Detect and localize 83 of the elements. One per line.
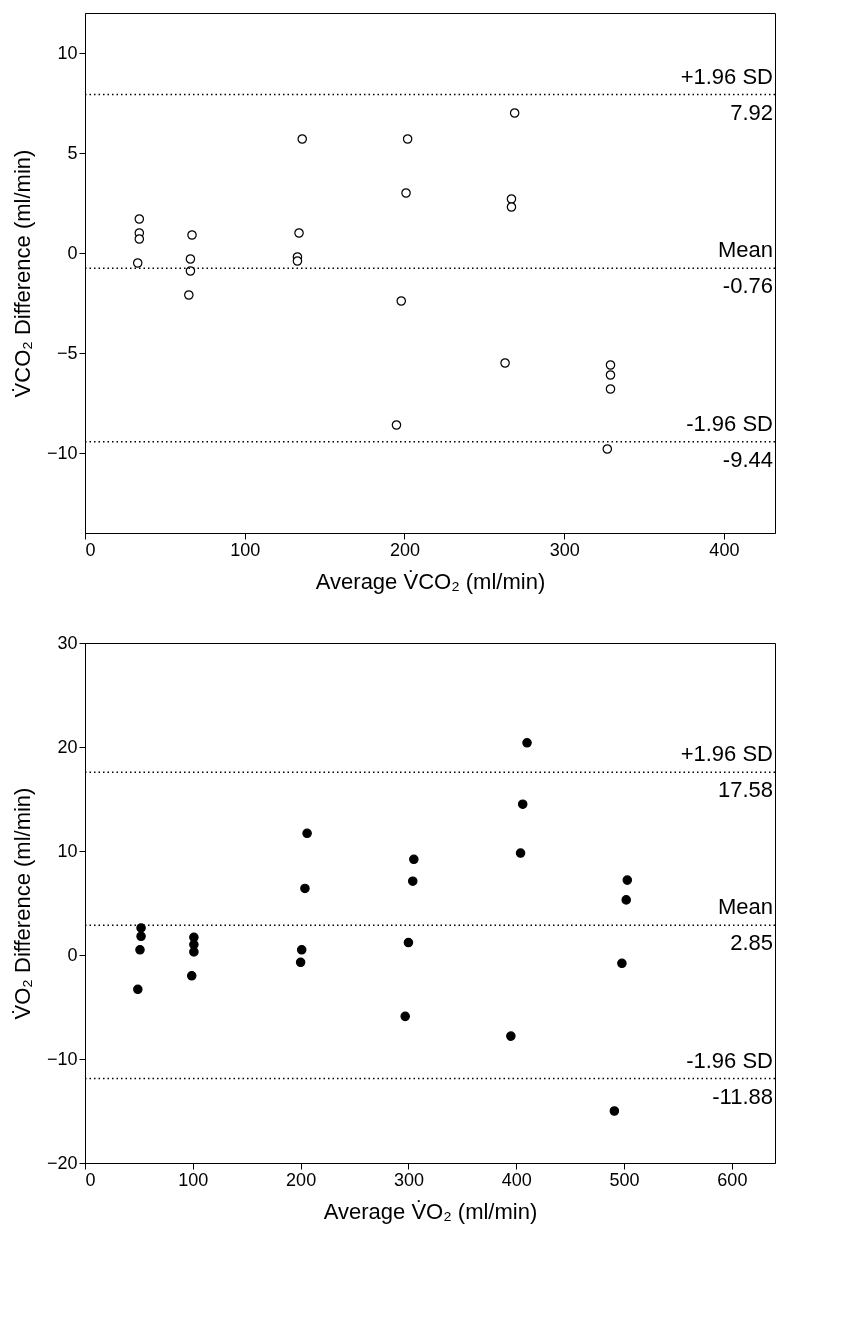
y-tick-label: −20: [46, 1152, 78, 1173]
point: [401, 188, 411, 198]
point: [185, 266, 196, 276]
ref-line-label: -1.96 SD: [686, 1047, 773, 1073]
x-tick-label: 100: [178, 1169, 209, 1190]
ref-line-label: -1.96 SD: [686, 410, 773, 436]
ref-line-label: +1.96 SD: [680, 741, 773, 767]
point: [605, 384, 616, 394]
x-tick-label: 300: [549, 539, 580, 560]
x-axis-title: Average V̇CO₂ (ml/min): [315, 568, 546, 594]
y-tick-label: 10: [57, 840, 78, 861]
y-tick-label: 0: [67, 944, 78, 965]
x-tick-label: 600: [717, 1169, 748, 1190]
annotation: 17.58: [717, 777, 773, 803]
x-tick-label: 400: [709, 539, 740, 560]
point: [609, 1106, 620, 1116]
x-tick-label: 100: [230, 539, 261, 560]
annotation: -0.76: [722, 273, 773, 299]
point: [134, 234, 145, 244]
point: [136, 923, 146, 933]
y-tick-label: 0: [67, 242, 78, 263]
point: [134, 214, 145, 224]
point: [605, 360, 616, 370]
point: [506, 1031, 516, 1041]
y-tick-label: 20: [57, 736, 78, 757]
y-axis-title: V̇O₂ Difference (ml/min): [9, 787, 35, 1020]
point: [617, 958, 627, 969]
y-tick-label: −10: [46, 1048, 78, 1069]
point: [184, 290, 194, 300]
point: [506, 194, 517, 204]
point: [509, 108, 520, 118]
annotation: -11.88: [712, 1083, 773, 1109]
y-tick-label: −10: [46, 442, 78, 463]
ref-line-label: Mean: [717, 237, 773, 263]
point: [297, 134, 308, 144]
point: [515, 848, 526, 858]
point: [403, 937, 414, 948]
point: [622, 875, 633, 885]
point: [296, 945, 307, 955]
annotation: 7.92: [730, 99, 773, 125]
annotation: -9.44: [722, 446, 773, 472]
point: [292, 256, 303, 266]
y-axis-title: V̇CO₂ Difference (ml/min): [9, 149, 35, 398]
x-tick-label: 200: [286, 1169, 317, 1190]
x-axis-title: Average V̇O₂ (ml/min): [323, 1198, 538, 1224]
point: [295, 957, 306, 968]
point: [185, 254, 196, 264]
point: [189, 947, 199, 957]
x-tick-label: 200: [389, 539, 420, 560]
x-tick-label: 0: [85, 1169, 96, 1190]
point: [135, 945, 145, 955]
x-tick-label: 500: [609, 1169, 640, 1190]
point: [407, 876, 418, 886]
ref-line-label: +1.96 SD: [680, 63, 773, 89]
point: [187, 230, 197, 240]
point: [396, 296, 407, 306]
y-tick-label: 5: [67, 142, 78, 163]
ref-line-label: Mean: [717, 894, 773, 920]
point: [132, 258, 143, 268]
point: [517, 799, 528, 809]
point: [522, 738, 532, 748]
x-tick-label: 300: [393, 1169, 424, 1190]
point: [300, 883, 310, 894]
point: [602, 444, 613, 454]
point: [409, 854, 419, 865]
x-tick-label: 0: [85, 539, 96, 560]
point: [302, 828, 312, 839]
point: [402, 134, 413, 144]
y-tick-label: 30: [57, 632, 78, 653]
point: [621, 895, 631, 905]
point: [186, 971, 197, 981]
y-tick-label: 10: [57, 42, 78, 63]
y-tick-label: −5: [56, 342, 78, 363]
point: [391, 420, 402, 430]
point: [136, 931, 146, 942]
point: [294, 228, 304, 238]
point: [605, 370, 616, 380]
annotation: 2.85: [730, 930, 773, 956]
point: [500, 358, 510, 368]
point: [400, 1011, 410, 1022]
x-tick-label: 400: [501, 1169, 532, 1190]
point: [133, 984, 143, 995]
point: [506, 202, 517, 212]
